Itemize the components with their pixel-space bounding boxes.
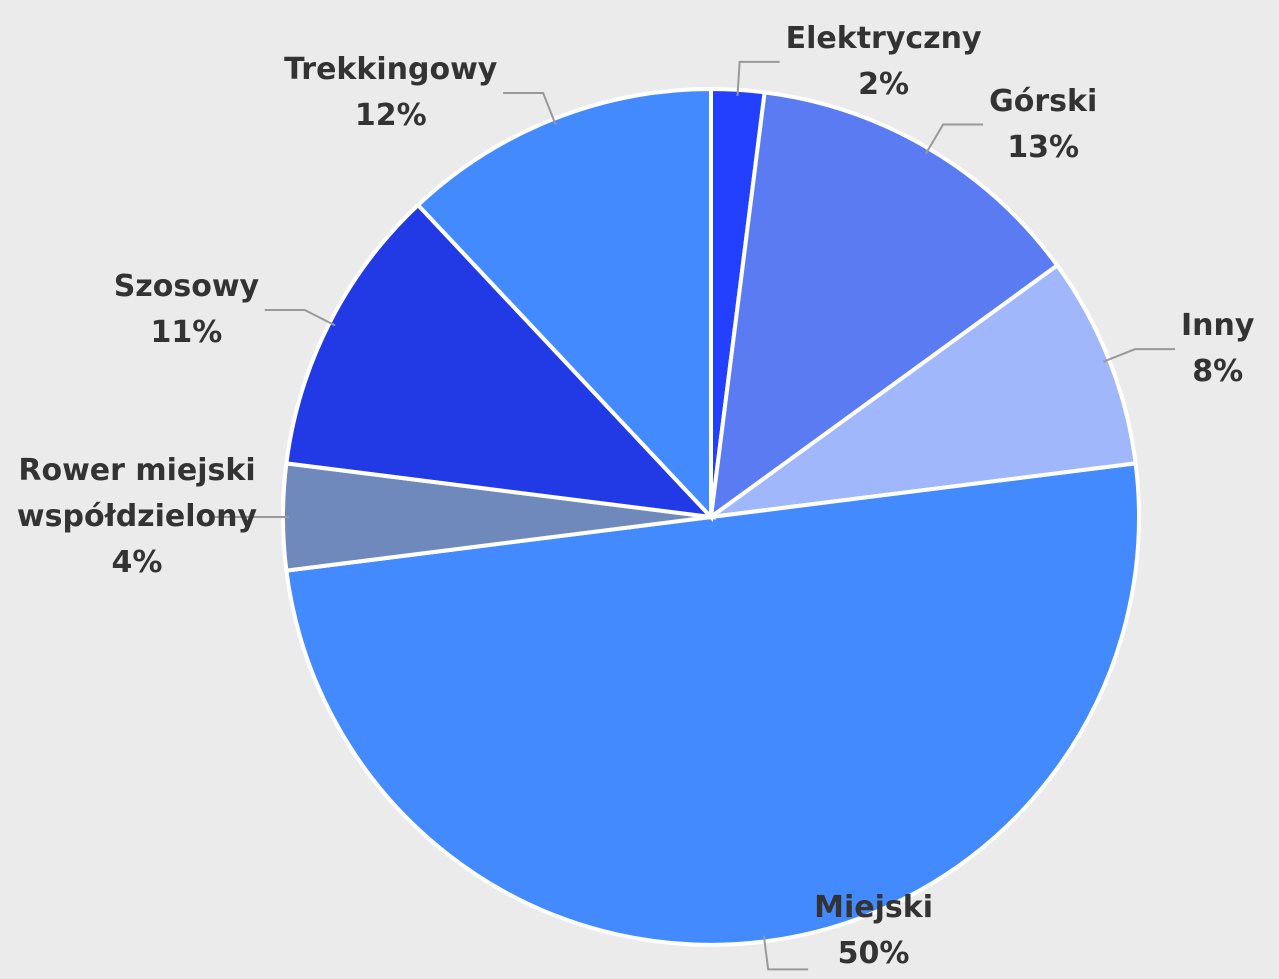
value-label: 50% (837, 936, 910, 971)
value-label: 12% (354, 98, 427, 134)
value-label: 8% (1192, 354, 1244, 390)
leader-line (762, 935, 809, 971)
category-label: Elektryczny (785, 20, 982, 56)
category-label: Trekkingowy (284, 52, 498, 88)
value-label: 13% (1007, 129, 1080, 165)
slice-label: Górski 13% (989, 79, 1097, 171)
value-label: 2% (858, 66, 910, 102)
leader-line (264, 308, 336, 327)
slice-label: Miejski 50% (814, 885, 933, 977)
leader-line (1102, 348, 1175, 363)
slice-label: Rower miejski współdzielony 4% (2, 448, 272, 586)
category-label: Górski (989, 83, 1098, 119)
leader-line (503, 92, 557, 126)
leader-line (924, 123, 984, 155)
leader-line (736, 60, 780, 96)
category-label: Miejski (814, 890, 933, 925)
category-label: Rower miejski współdzielony (16, 453, 258, 534)
slice-label: Inny 8% (1181, 303, 1254, 395)
category-label: Inny (1180, 308, 1255, 344)
category-label: Szosowy (113, 268, 260, 304)
slice-label: Szosowy 11% (114, 264, 259, 356)
value-label: 4% (111, 545, 163, 580)
slice-label: Trekkingowy 12% (284, 47, 497, 139)
slice-label: Elektryczny 2% (786, 16, 982, 108)
value-label: 11% (150, 314, 223, 350)
